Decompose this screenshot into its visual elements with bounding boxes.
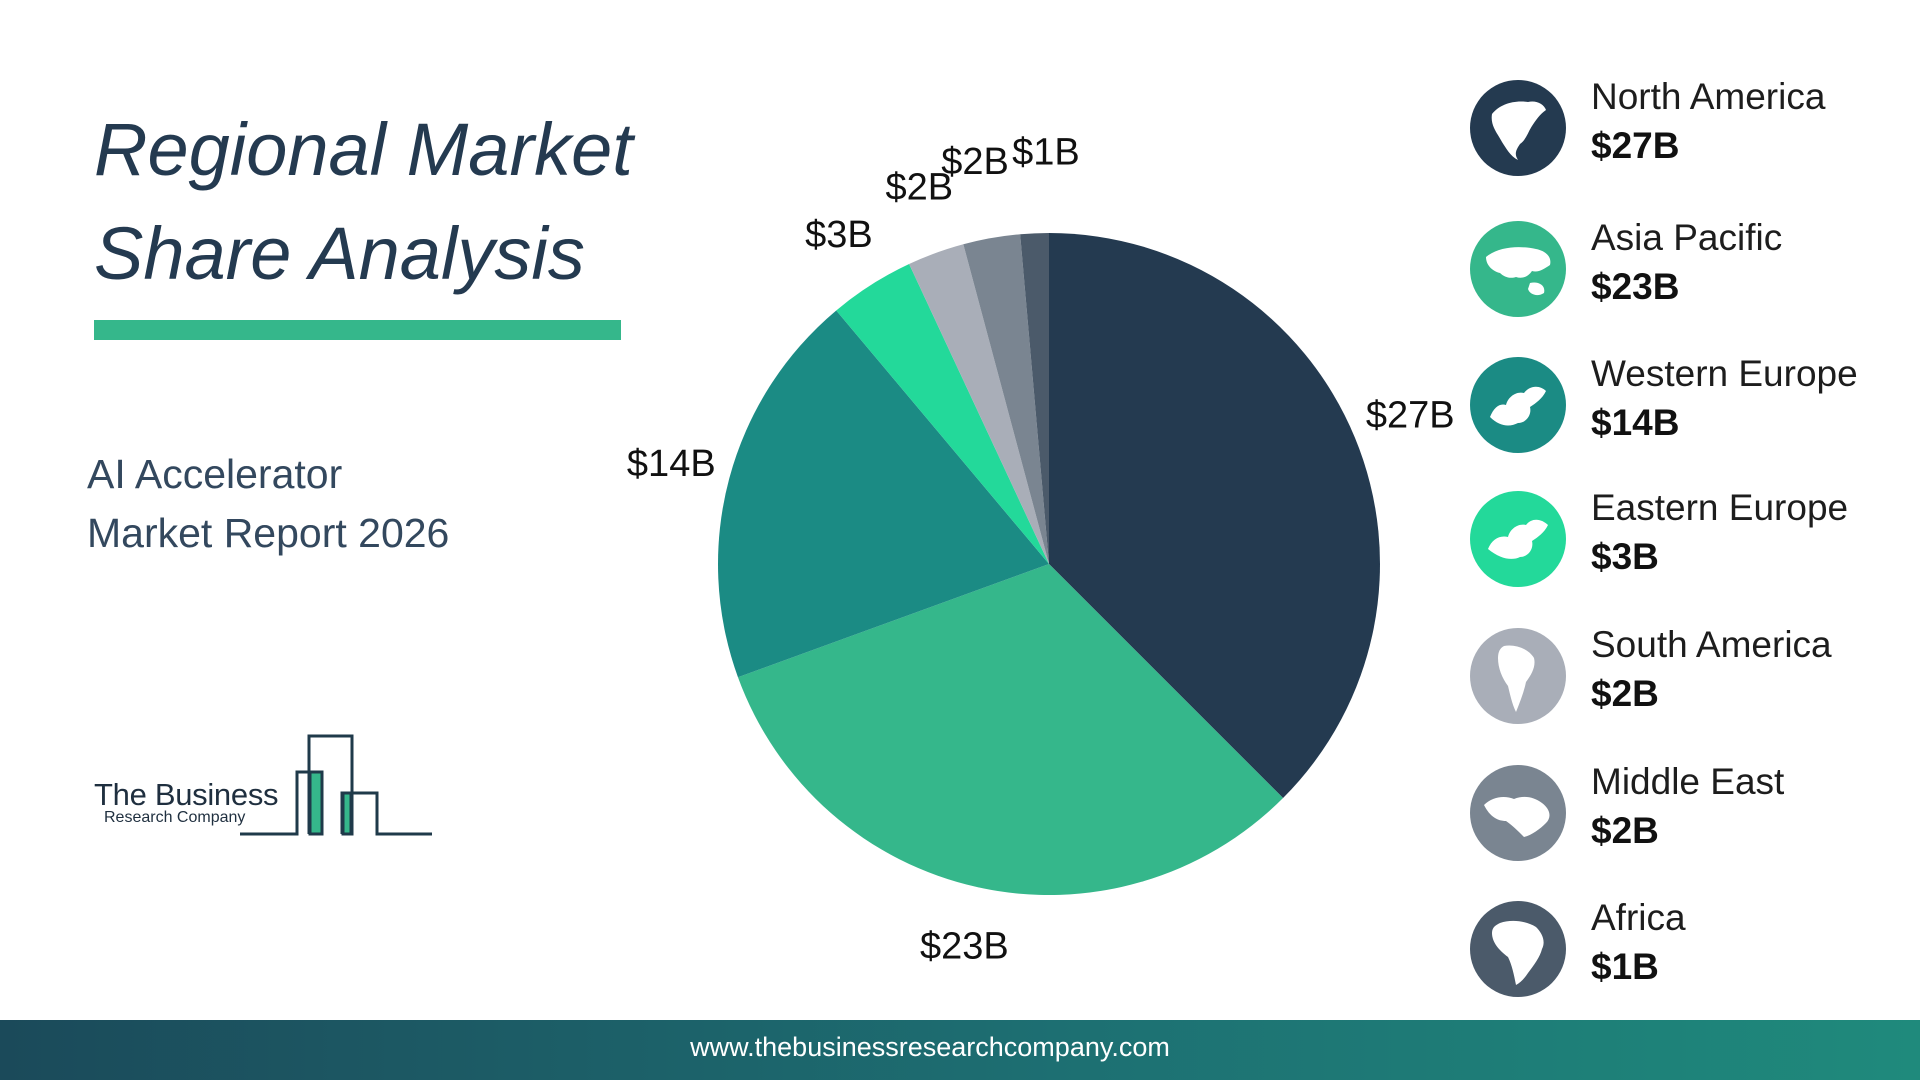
legend-item-eastern-europe: Eastern Europe $3B (1470, 487, 1910, 591)
pie-slice-western-europe (717, 310, 1049, 678)
page-title: Regional Market Share Analysis (94, 98, 654, 306)
pie-slice-middle-east (963, 234, 1049, 564)
legend-item-north-america: North America $27B (1470, 76, 1910, 180)
pie-data-label: $27B (1366, 394, 1455, 436)
pie-slice-south-america (909, 244, 1049, 564)
africa-icon (1470, 901, 1566, 997)
title-line-1: Regional Market (94, 108, 633, 191)
legend-region-name: South America (1591, 624, 1832, 665)
pie-data-label: $23B (920, 926, 1009, 968)
pie-data-label: $14B (627, 443, 716, 485)
pie-data-label: $3B (805, 214, 873, 256)
logo-name: The Business (94, 777, 279, 812)
regional-pie-chart: $27B$23B$14B$3B$2B$2B $1B (627, 131, 1455, 968)
legend-item-middle-east: Middle East $2B (1470, 761, 1910, 865)
logo-tagline: Research Company (104, 809, 246, 826)
legend-region-name: Eastern Europe (1591, 487, 1849, 528)
asia-pacific-icon (1470, 221, 1566, 317)
pie-data-label: $1B (1012, 131, 1080, 173)
legend-region-value: $27B (1591, 125, 1680, 166)
footer-bar: www.thebusinessresearchcompany.com (0, 1020, 1920, 1080)
eastern-europe-icon (1470, 491, 1566, 587)
title-accent-bar (94, 320, 621, 340)
legend-item-asia-pacific: Asia Pacific $23B (1470, 217, 1910, 321)
legend-region-name: North America (1591, 76, 1826, 117)
pie-slice-eastern-europe (836, 264, 1049, 564)
subtitle-line-2: Market Report 2026 (87, 510, 450, 556)
report-subtitle: AI Accelerator Market Report 2026 (87, 445, 449, 563)
south-america-icon (1470, 628, 1566, 724)
pie-slice-africa (1020, 233, 1049, 564)
title-line-2: Share Analysis (94, 212, 585, 295)
pie-data-label: $2B (885, 167, 953, 209)
footer-website-link[interactable]: www.thebusinessresearchcompany.com (690, 1032, 1170, 1062)
legend-region-name: Asia Pacific (1591, 217, 1783, 258)
legend-region-name: Western Europe (1591, 353, 1858, 394)
western-europe-icon (1470, 357, 1566, 453)
pie-slice-asia-pacific (737, 564, 1284, 895)
subtitle-line-1: AI Accelerator (87, 451, 343, 497)
legend-region-value: $14B (1591, 402, 1680, 443)
legend-item-western-europe: Western Europe $14B (1470, 353, 1910, 457)
legend-item-africa: Africa $1B (1470, 897, 1910, 1001)
legend-region-value: $23B (1591, 266, 1680, 307)
north-america-icon (1470, 80, 1566, 176)
pie-slice-north-america (1049, 233, 1380, 799)
pie-data-label: $2B (941, 141, 1009, 183)
legend-region-name: Africa (1591, 897, 1686, 938)
legend-region-value: $3B (1591, 536, 1659, 577)
middle-east-icon (1470, 765, 1566, 861)
company-logo: The Business Research Company (92, 732, 432, 838)
legend-item-south-america: South America $2B (1470, 624, 1910, 728)
logo-buildings-icon (240, 734, 432, 836)
legend-region-name: Middle East (1591, 761, 1785, 802)
legend-region-value: $2B (1591, 810, 1659, 851)
legend-region-value: $2B (1591, 673, 1659, 714)
legend-region-value: $1B (1591, 946, 1659, 987)
